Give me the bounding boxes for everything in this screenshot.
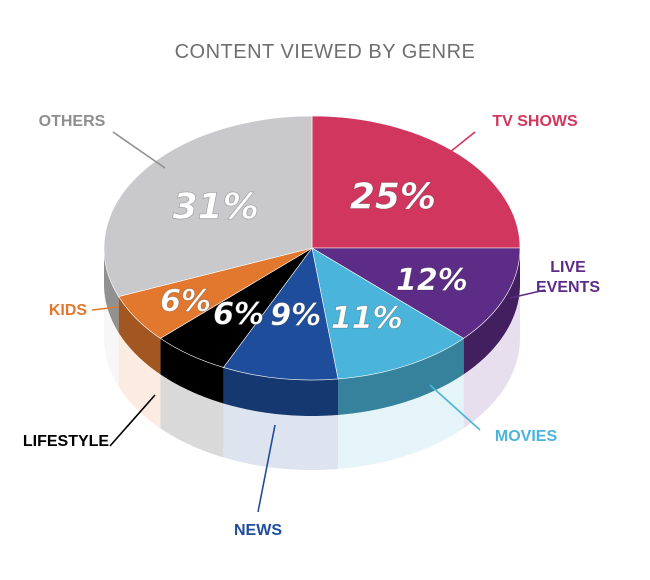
slice-label-movies: MOVIES [495,428,558,445]
pie-side-others [104,248,119,333]
pie-side-lifestyle [160,338,224,404]
pie-side-live-events [463,248,520,375]
pie-base-movies [338,374,464,469]
pie-side-news [223,367,339,416]
leader-line-live-events [509,289,546,299]
leader-line-others [112,131,166,169]
pie-base-news [223,403,339,470]
leader-line-news [257,424,276,513]
slice-value-tv-shows: 25% [350,177,436,218]
slice-value-news: 9% [270,298,321,333]
slice-label-news: NEWS [234,522,282,539]
pie-base-live-events [463,284,520,429]
leader-line-movies [429,384,481,431]
slice-value-lifestyle: 6% [213,297,264,332]
leader-line-lifestyle [109,394,156,447]
pie-slice-tv-shows [311,115,521,249]
slice-label-live-events: LIVE EVENTS [536,259,600,296]
pie-base-others [104,284,119,387]
slice-value-others: 31% [173,187,259,228]
pie-slice-live-events [310,247,521,339]
leader-line-tv-shows [429,131,476,169]
slice-value-kids: 6% [160,284,211,319]
slice-label-others: OTHERS [39,113,106,130]
pie-side-movies [338,338,464,415]
leader-line-kids [91,306,119,311]
pie-side-kids [118,296,161,375]
slice-value-live-events: 12% [396,263,468,298]
slice-label-tv-shows: TV SHOWS [492,113,578,130]
slice-value-movies: 11% [331,301,403,336]
pie-base-lifestyle [160,374,224,458]
slice-label-kids: KIDS [49,302,88,319]
pie-slice-movies [311,247,465,380]
pie-base-kids [118,332,161,429]
chart-title: CONTENT VIEWED BY GENRE [175,41,476,63]
pie-slice-news [222,247,339,381]
slice-label-lifestyle: LIFESTYLE [23,433,110,450]
